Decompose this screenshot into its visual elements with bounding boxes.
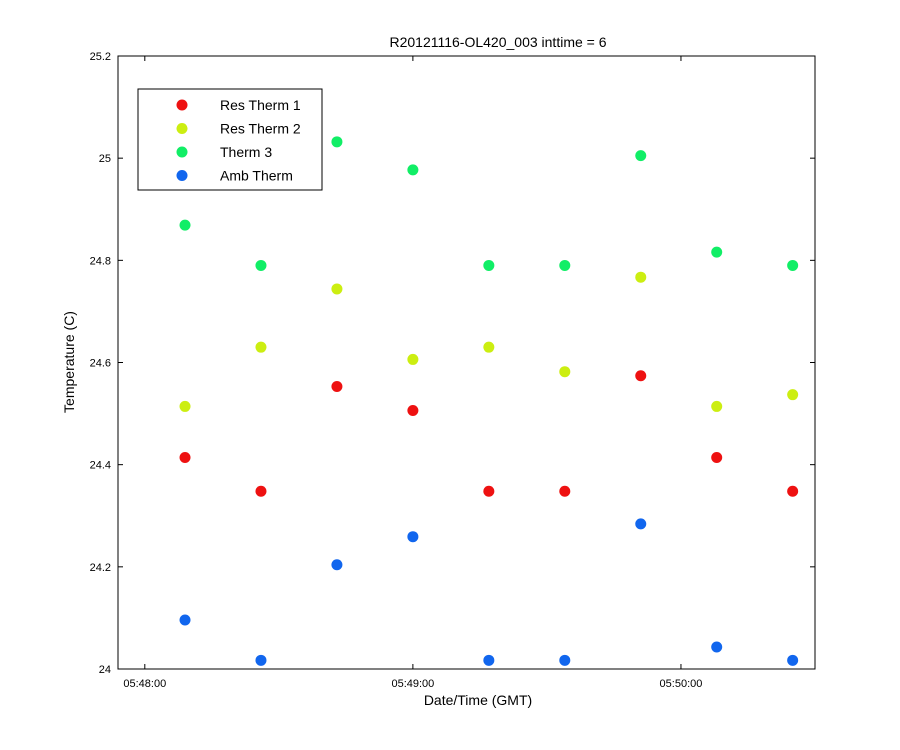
data-point — [787, 259, 799, 271]
data-point — [559, 654, 571, 666]
data-point — [711, 641, 723, 653]
data-point — [635, 150, 647, 162]
data-point — [787, 485, 799, 497]
data-point — [407, 531, 419, 543]
y-axis-title: Temperature (C) — [61, 311, 77, 413]
data-point — [711, 400, 723, 412]
data-point — [559, 366, 571, 378]
y-tick-label: 24.2 — [90, 562, 111, 574]
legend-label: Res Therm 1 — [220, 97, 301, 113]
legend-box — [137, 88, 323, 191]
y-tick-label: 24.6 — [90, 358, 111, 370]
data-point — [255, 259, 267, 271]
data-point — [179, 400, 191, 412]
data-point — [255, 341, 267, 353]
data-point — [483, 654, 495, 666]
data-point — [407, 353, 419, 365]
data-point — [483, 485, 495, 497]
y-tick-label: 25 — [99, 153, 111, 165]
series-therm-3 — [179, 136, 799, 271]
x-axis-title: Date/Time (GMT) — [424, 692, 532, 708]
legend: Res Therm 1 Res Therm 2 Therm 3 Amb Therm — [137, 88, 323, 191]
data-point — [559, 259, 571, 271]
legend-label: Amb Therm — [220, 168, 293, 184]
legend-marker — [176, 170, 188, 181]
data-point — [255, 654, 267, 666]
data-point — [331, 136, 343, 148]
y-tick-label: 24.4 — [90, 460, 111, 472]
data-point — [635, 271, 647, 283]
data-point — [787, 654, 799, 666]
series-res-therm-1 — [179, 370, 799, 497]
series-amb-therm — [179, 518, 799, 666]
data-point — [559, 485, 571, 497]
data-point — [255, 485, 267, 497]
series-res-therm-2 — [179, 271, 799, 412]
legend-label: Res Therm 2 — [220, 121, 301, 137]
legend-label: Therm 3 — [220, 144, 272, 160]
legend-marker — [176, 146, 188, 158]
data-point — [635, 518, 647, 530]
data-point — [787, 389, 799, 401]
axis-ticks: 24 24.2 24.4 24.6 24.8 25 25.2 05:48:00 05:49:00… — [90, 51, 815, 690]
x-tick-label: 05:50:00 — [660, 678, 703, 690]
y-tick-label: 24 — [99, 664, 111, 676]
data-point — [331, 381, 343, 393]
data-point — [179, 452, 191, 464]
chart-title: R20121116-OL420_003 inttime = 6 — [389, 34, 606, 50]
data-point — [711, 246, 723, 258]
data-point — [635, 370, 647, 382]
data-point — [179, 614, 191, 626]
legend-marker — [176, 99, 188, 111]
data-points — [179, 136, 799, 666]
x-tick-label: 05:48:00 — [123, 678, 166, 690]
x-tick-label: 05:49:00 — [391, 678, 434, 690]
data-point — [331, 283, 343, 295]
data-point — [407, 164, 419, 176]
data-point — [711, 452, 723, 464]
data-point — [407, 405, 419, 417]
data-point — [331, 559, 343, 571]
data-point — [179, 219, 191, 231]
data-point — [483, 341, 495, 353]
y-tick-label: 24.8 — [90, 255, 111, 267]
y-tick-label: 25.2 — [90, 51, 111, 63]
data-point — [483, 259, 495, 271]
legend-marker — [176, 123, 188, 134]
